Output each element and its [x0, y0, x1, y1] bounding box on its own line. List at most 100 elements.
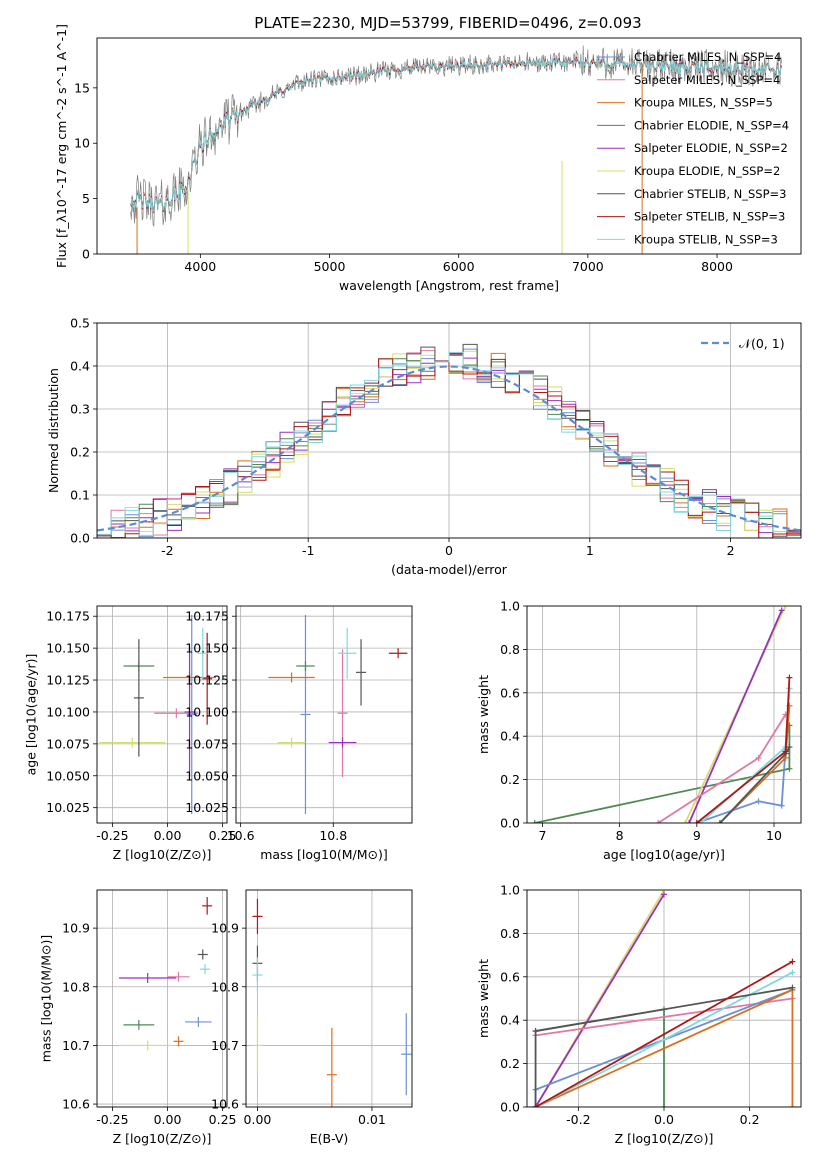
- axes-frame: [96, 605, 228, 824]
- legend-label: 𝒩(0, 1): [739, 336, 785, 351]
- weight-line: [657, 714, 787, 823]
- x-axis-label: (data-model)/error: [391, 562, 508, 577]
- axes-frame: [526, 889, 802, 1108]
- y-tick-label: 0.4: [500, 729, 520, 744]
- plot-area: [527, 890, 801, 1107]
- y-tick-label: 10.150: [46, 641, 90, 656]
- x-tick-label: 10.6: [227, 828, 255, 843]
- y-tick-label: 0.8: [500, 926, 520, 941]
- weight-line: [719, 746, 791, 823]
- y-tick-label: 0.2: [500, 1056, 520, 1071]
- weight-line: [688, 609, 783, 823]
- legend-label: Salpeter STELIB, N_SSP=3: [634, 210, 785, 224]
- plot-area: [527, 606, 801, 823]
- x-tick-label: -0.25: [96, 828, 128, 843]
- plot-area: [130, 45, 783, 254]
- y-tick-label: 0.3: [70, 402, 90, 417]
- panel-spectrum: 4000 5000 6000 7000 8000 0 5 10 15 wavelength [An…: [54, 24, 802, 293]
- x-axis-label: E(B-V): [310, 1131, 349, 1146]
- axes-frame: [96, 37, 802, 255]
- weight-line: [534, 893, 665, 1107]
- panel-age-vs-mass: 10.6 10.8 10.025 10.050 10.075 10.100 10.125 10…: [185, 605, 413, 862]
- x-tick-label: 5000: [314, 259, 346, 274]
- y-tick-label: 10.8: [62, 979, 90, 994]
- y-tick-label: 0.0: [500, 816, 520, 831]
- y-tick-label: 5: [82, 191, 90, 206]
- panel-age-vs-Z: -0.25 0.00 0.25 10.025 10.050 10.075 10.100 10.…: [23, 605, 237, 862]
- y-tick-label: 1.0: [500, 883, 520, 898]
- y-tick-label: 0.2: [70, 445, 90, 460]
- y-tick-label: 10.050: [185, 768, 229, 783]
- legend-label: Chabrier MILES, N_SSP=4: [634, 50, 781, 64]
- x-tick-label: -2: [161, 543, 173, 558]
- axes-frame: [96, 322, 802, 539]
- y-tick-label: 10.7: [211, 1038, 239, 1053]
- x-tick-label: -1: [302, 543, 314, 558]
- y-tick-label: 10.175: [46, 609, 90, 624]
- legend-label: Salpeter ELODIE, N_SSP=2: [634, 141, 788, 155]
- x-axis-label: Z [log10(Z/Z⊙)]: [113, 1131, 212, 1146]
- y-tick-label: 0.0: [500, 1100, 520, 1115]
- x-tick-label: 0.00: [154, 1112, 182, 1127]
- panel-residuals: -2 -1 0 1 2 0.0 0.1 0.2 0.3 0.4 0.5 (data-model)/er…: [46, 316, 802, 577]
- axes-frame: [235, 605, 413, 824]
- x-axis-label: Z [log10(Z/Z⊙)]: [615, 1131, 714, 1146]
- y-tick-label: 10.9: [211, 921, 239, 936]
- weight-line: [700, 688, 791, 823]
- axes-frame: [96, 889, 228, 1108]
- x-tick-label: 8000: [701, 259, 733, 274]
- y-tick-label: 10.025: [46, 800, 90, 815]
- x-tick-label: 10: [766, 828, 782, 843]
- y-axis-label: Normed distribution: [46, 368, 61, 493]
- legend-label: Chabrier STELIB, N_SSP=3: [634, 187, 786, 201]
- y-tick-label: 0.5: [70, 316, 90, 331]
- x-tick-label: 6000: [443, 259, 475, 274]
- panel-weight-vs-age: 7 8 9 10 0.0 0.2 0.4 0.6 0.8 1.0 age [log10(age/yr…: [476, 599, 802, 862]
- x-axis-label: Z [log10(Z/Z⊙)]: [113, 847, 212, 862]
- x-tick-label: 1: [586, 543, 594, 558]
- weight-line: [534, 725, 791, 823]
- normal-curve: [97, 365, 801, 532]
- x-tick-label: 7: [538, 828, 546, 843]
- y-tick-label: 0.6: [500, 969, 520, 984]
- plot-area: [97, 890, 227, 1107]
- y-tick-label: 0.4: [500, 1013, 520, 1028]
- x-tick-label: 0.25: [209, 828, 237, 843]
- panel-mass-vs-EBV: 0.00 0.01 10.6 10.7 10.8 10.9 E(B-V): [211, 889, 413, 1146]
- histogram-step: [97, 351, 801, 536]
- y-tick-label: 0.2: [500, 772, 520, 787]
- x-tick-label: 0.0: [654, 1112, 674, 1127]
- x-axis-label: age [log10(age/yr)]: [603, 847, 725, 862]
- plot-area: [97, 606, 227, 823]
- y-tick-label: 0: [82, 247, 90, 262]
- legend-label: Salpeter MILES, N_SSP=4: [634, 73, 780, 87]
- x-tick-label: 0.00: [154, 828, 182, 843]
- y-tick-label: 10.125: [185, 673, 229, 688]
- y-tick-label: 10.100: [46, 704, 90, 719]
- y-tick-label: 10.9: [62, 921, 90, 936]
- panel-weight-vs-Z: -0.2 0.0 0.2 0.0 0.2 0.4 0.6 0.8 1.0 Z [log10(Z/Z…: [476, 883, 802, 1146]
- y-tick-label: 10.8: [211, 979, 239, 994]
- axes-frame: [526, 605, 802, 824]
- y-axis-label: Flux [f_λ10^-17 erg cm^-2 s^-1 A^-1]: [54, 24, 69, 268]
- y-tick-label: 10.175: [185, 609, 229, 624]
- histogram-step: [97, 358, 801, 538]
- y-tick-label: 0.6: [500, 685, 520, 700]
- y-tick-label: 10.125: [46, 673, 90, 688]
- x-tick-label: 0.2: [740, 1112, 760, 1127]
- y-tick-label: 10: [74, 136, 90, 151]
- plot-area: [246, 890, 412, 1107]
- y-tick-label: 10.075: [46, 736, 90, 751]
- legend-label: Chabrier ELODIE, N_SSP=4: [634, 118, 789, 132]
- x-tick-label: 0.25: [209, 1112, 237, 1127]
- y-axis-label: mass weight: [476, 959, 491, 1038]
- legend-label: Kroupa ELODIE, N_SSP=2: [634, 164, 780, 178]
- y-axis-label: mass weight: [476, 675, 491, 754]
- model-spectrum: [130, 55, 782, 213]
- x-tick-label: 2: [727, 543, 735, 558]
- x-tick-label: 8: [616, 828, 624, 843]
- y-tick-label: 10.150: [185, 641, 229, 656]
- y-tick-label: 10.7: [62, 1038, 90, 1053]
